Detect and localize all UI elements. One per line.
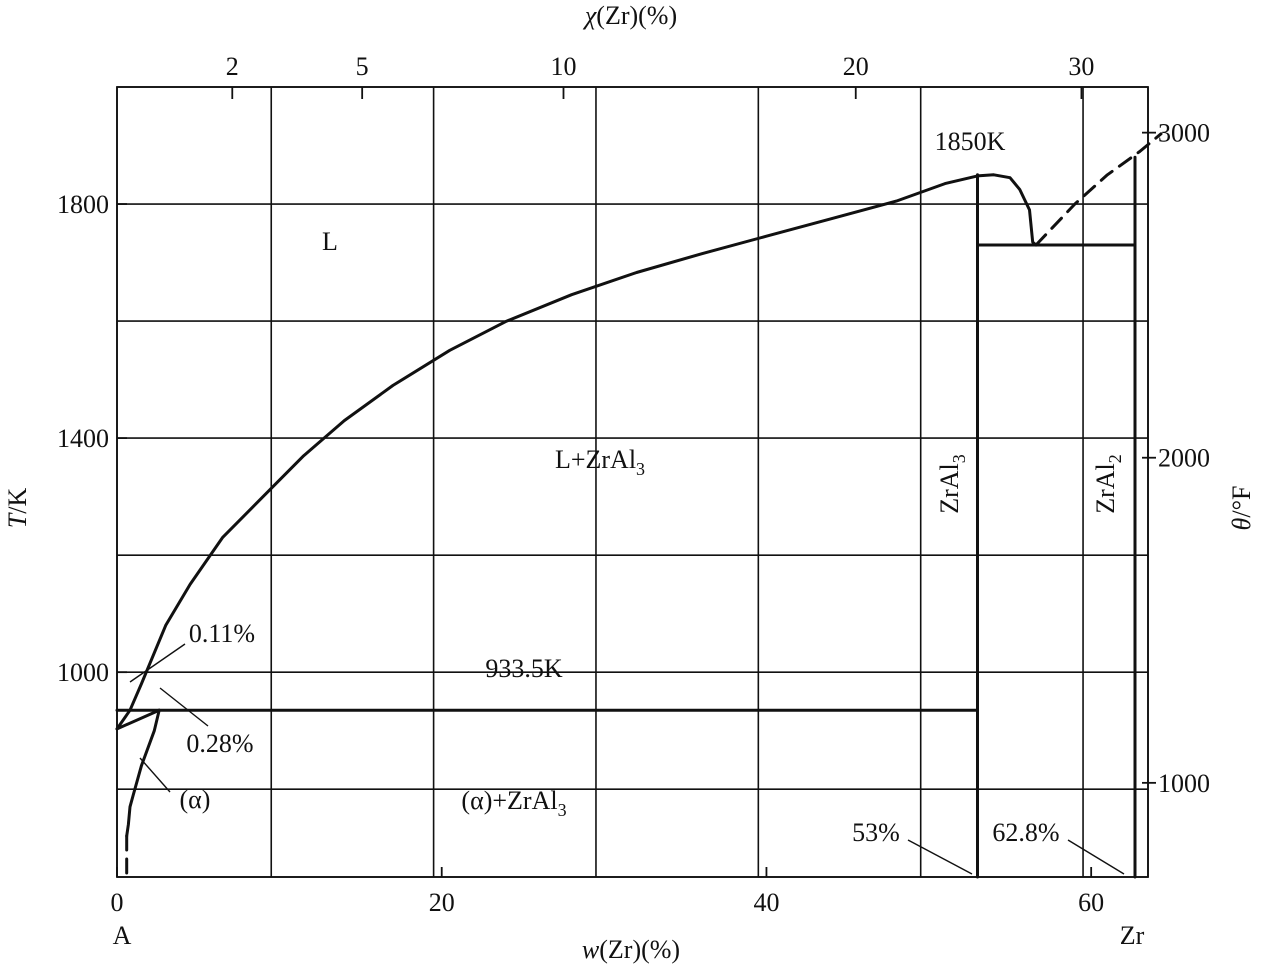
region-label-alpha: (α) <box>180 785 211 814</box>
leader-alpha <box>139 757 171 793</box>
y-axis-title: T/K <box>3 488 32 529</box>
tick-layer: 0 20 40 60 1000 1400 1800 2 5 10 20 30 1000 2000 3000 <box>57 52 1210 917</box>
phase-boundary-line <box>1034 132 1163 247</box>
right-tick-label: 2000 <box>1158 444 1210 473</box>
top-axis-title: χ(Zr)(%) <box>582 1 677 30</box>
x-end-label-right: Zr <box>1120 921 1145 950</box>
y-tick-label: 1000 <box>57 658 109 687</box>
curve-layer <box>115 132 1163 879</box>
x-tick-label: 20 <box>429 888 455 917</box>
label-1850k: 1850K <box>935 127 1006 156</box>
region-label-liquid: L <box>322 227 338 256</box>
leader-0-28-percent <box>159 687 209 727</box>
top-tick-label: 10 <box>550 52 576 81</box>
right-tick-label: 1000 <box>1158 769 1210 798</box>
region-label-alpha-zral3: (α)+ZrAl3 <box>461 786 566 820</box>
x-tick-label: 0 <box>111 888 124 917</box>
plot-frame <box>116 86 1149 878</box>
grid-layer <box>116 86 1149 878</box>
x-end-label-left: A <box>113 921 132 950</box>
right-axis-title: θ/°F <box>1227 486 1256 531</box>
phase-boundary-line <box>115 708 161 731</box>
leader-62-8-percent <box>1067 839 1125 875</box>
phase-label-zral2: ZrAl2 <box>1091 454 1125 514</box>
phase-boundary-line <box>115 173 1038 731</box>
leader-53-percent <box>907 839 973 875</box>
label-53-percent: 53% <box>852 818 900 847</box>
x-axis-title: w(Zr)(%) <box>582 935 680 964</box>
leader-0-11-percent <box>129 643 186 683</box>
top-tick-label: 5 <box>356 52 369 81</box>
x-tick-label: 40 <box>753 888 779 917</box>
label-0-11-percent: 0.11% <box>189 619 255 648</box>
top-tick-label: 20 <box>843 52 869 81</box>
x-tick-label: 60 <box>1078 888 1104 917</box>
phase-boundary-line <box>125 708 161 838</box>
region-label-l-zral3: L+ZrAl3 <box>555 445 645 479</box>
top-tick-label: 30 <box>1068 52 1094 81</box>
phase-label-zral3: ZrAl3 <box>935 454 969 514</box>
top-tick-label: 2 <box>226 52 239 81</box>
label-933k: 933.5K <box>485 654 563 683</box>
y-tick-label: 1800 <box>57 190 109 219</box>
label-62-8-percent: 62.8% <box>992 818 1059 847</box>
label-0-28-percent: 0.28% <box>186 729 253 758</box>
y-tick-label: 1400 <box>57 424 109 453</box>
right-tick-label: 3000 <box>1158 119 1210 148</box>
